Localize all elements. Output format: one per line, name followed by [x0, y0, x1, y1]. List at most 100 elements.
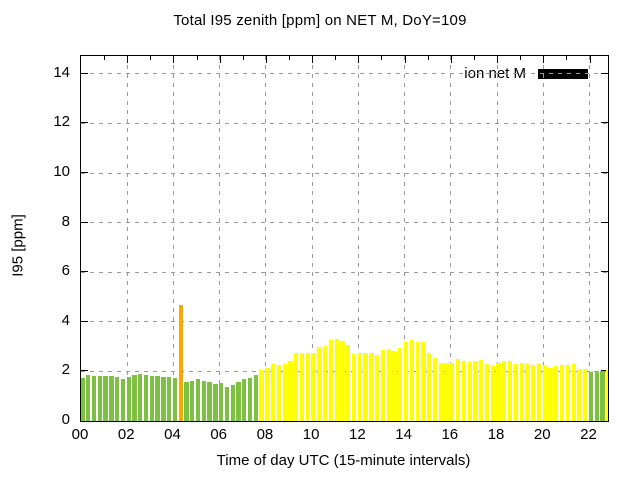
- data-bar: [484, 364, 490, 421]
- chart-title: Total I95 zenith [ppm] on NET M, DoY=109: [173, 12, 467, 29]
- y-gridline: [81, 122, 608, 124]
- data-bar: [184, 382, 189, 421]
- x-gridline: [589, 56, 590, 421]
- data-bar: [467, 362, 472, 421]
- x-gridline: [404, 56, 406, 421]
- data-bar: [340, 340, 345, 421]
- data-bar: [588, 371, 594, 421]
- data-bar: [138, 374, 143, 421]
- x-tick-top: [520, 56, 522, 60]
- data-bar: [565, 365, 571, 421]
- data-bar: [427, 352, 432, 421]
- data-bar: [369, 353, 374, 421]
- data-bar: [450, 363, 455, 421]
- data-bar: [600, 371, 605, 421]
- y-tick-left: [81, 320, 88, 322]
- data-bar: [536, 364, 542, 421]
- y-tick-label: 0: [61, 411, 70, 428]
- data-bar: [305, 352, 310, 421]
- data-bar: [386, 348, 391, 421]
- y-tick-label: 6: [61, 262, 70, 280]
- data-bar: [559, 365, 565, 421]
- x-gridline: [357, 56, 359, 421]
- x-tick-top: [242, 56, 244, 60]
- x-tick-top: [427, 56, 429, 60]
- data-bar: [502, 361, 507, 421]
- data-bar: [288, 361, 293, 421]
- data-bar: [594, 370, 599, 421]
- x-gridline: [172, 56, 174, 421]
- x-gridline: [542, 56, 544, 421]
- y-tick-left: [81, 72, 88, 74]
- data-bar: [86, 374, 91, 421]
- y-tick-left: [81, 221, 88, 223]
- x-tick-top: [196, 56, 198, 60]
- data-bar: [346, 345, 351, 421]
- data-bar: [271, 363, 276, 421]
- data-bar: [334, 339, 339, 421]
- data-bar: [265, 367, 270, 421]
- x-tick-top: [104, 56, 106, 60]
- data-bar: [167, 377, 172, 421]
- data-bar: [583, 368, 588, 421]
- data-bar: [149, 376, 154, 421]
- y-tick-right: [601, 320, 608, 322]
- x-tick-label: 14: [395, 426, 412, 443]
- data-bar: [606, 369, 608, 421]
- y-axis-title: I95 [ppm]: [9, 214, 27, 277]
- x-gridline: [450, 56, 452, 421]
- data-bar: [259, 370, 264, 421]
- x-tick-label: 22: [580, 426, 597, 443]
- y-tick-label: 4: [61, 311, 70, 329]
- x-tick-top: [497, 56, 499, 63]
- x-tick-label: 16: [441, 426, 459, 443]
- x-tick-top: [150, 56, 152, 60]
- data-bar: [172, 378, 178, 421]
- data-bar: [398, 347, 403, 421]
- data-bar: [236, 381, 241, 421]
- data-bar: [415, 342, 420, 421]
- data-bar: [97, 375, 102, 421]
- data-bar: [531, 364, 536, 421]
- data-bar: [409, 339, 415, 421]
- data-bar: [178, 305, 183, 421]
- y-tick-right: [601, 72, 608, 74]
- y-tick-left: [81, 172, 88, 174]
- data-bar: [155, 376, 160, 421]
- x-gridline: [265, 56, 267, 421]
- data-bar: [242, 379, 247, 421]
- x-tick-top: [265, 56, 267, 63]
- y-tick-label: 12: [53, 113, 70, 131]
- data-bar: [496, 362, 501, 421]
- y-tick-right: [601, 271, 608, 273]
- data-bar: [219, 382, 224, 421]
- data-bar: [571, 364, 576, 421]
- x-tick-top: [127, 56, 129, 63]
- data-bar: [103, 375, 108, 421]
- data-bar: [438, 362, 443, 421]
- data-bar: [357, 352, 362, 421]
- data-bar: [554, 365, 559, 421]
- y-tick-label: 8: [61, 212, 70, 230]
- x-tick-label: 04: [164, 426, 181, 443]
- y-tick-label: 10: [53, 163, 70, 181]
- data-bar: [513, 364, 519, 421]
- data-bar: [247, 377, 253, 421]
- x-tick-label: 02: [117, 426, 135, 443]
- x-gridline: [496, 56, 498, 421]
- x-tick-top: [312, 56, 314, 63]
- data-bar: [253, 375, 258, 421]
- y-tick-right: [601, 172, 608, 174]
- x-tick-label: 06: [210, 426, 228, 443]
- data-bar: [473, 361, 478, 421]
- data-bar: [351, 354, 357, 421]
- data-bar: [380, 349, 386, 421]
- data-bar: [282, 364, 287, 421]
- data-bar: [403, 341, 409, 421]
- y-tick-right: [601, 221, 608, 223]
- data-bar: [201, 381, 206, 421]
- y-gridline: [81, 321, 608, 323]
- data-bar: [375, 355, 380, 421]
- data-bar: [317, 346, 322, 421]
